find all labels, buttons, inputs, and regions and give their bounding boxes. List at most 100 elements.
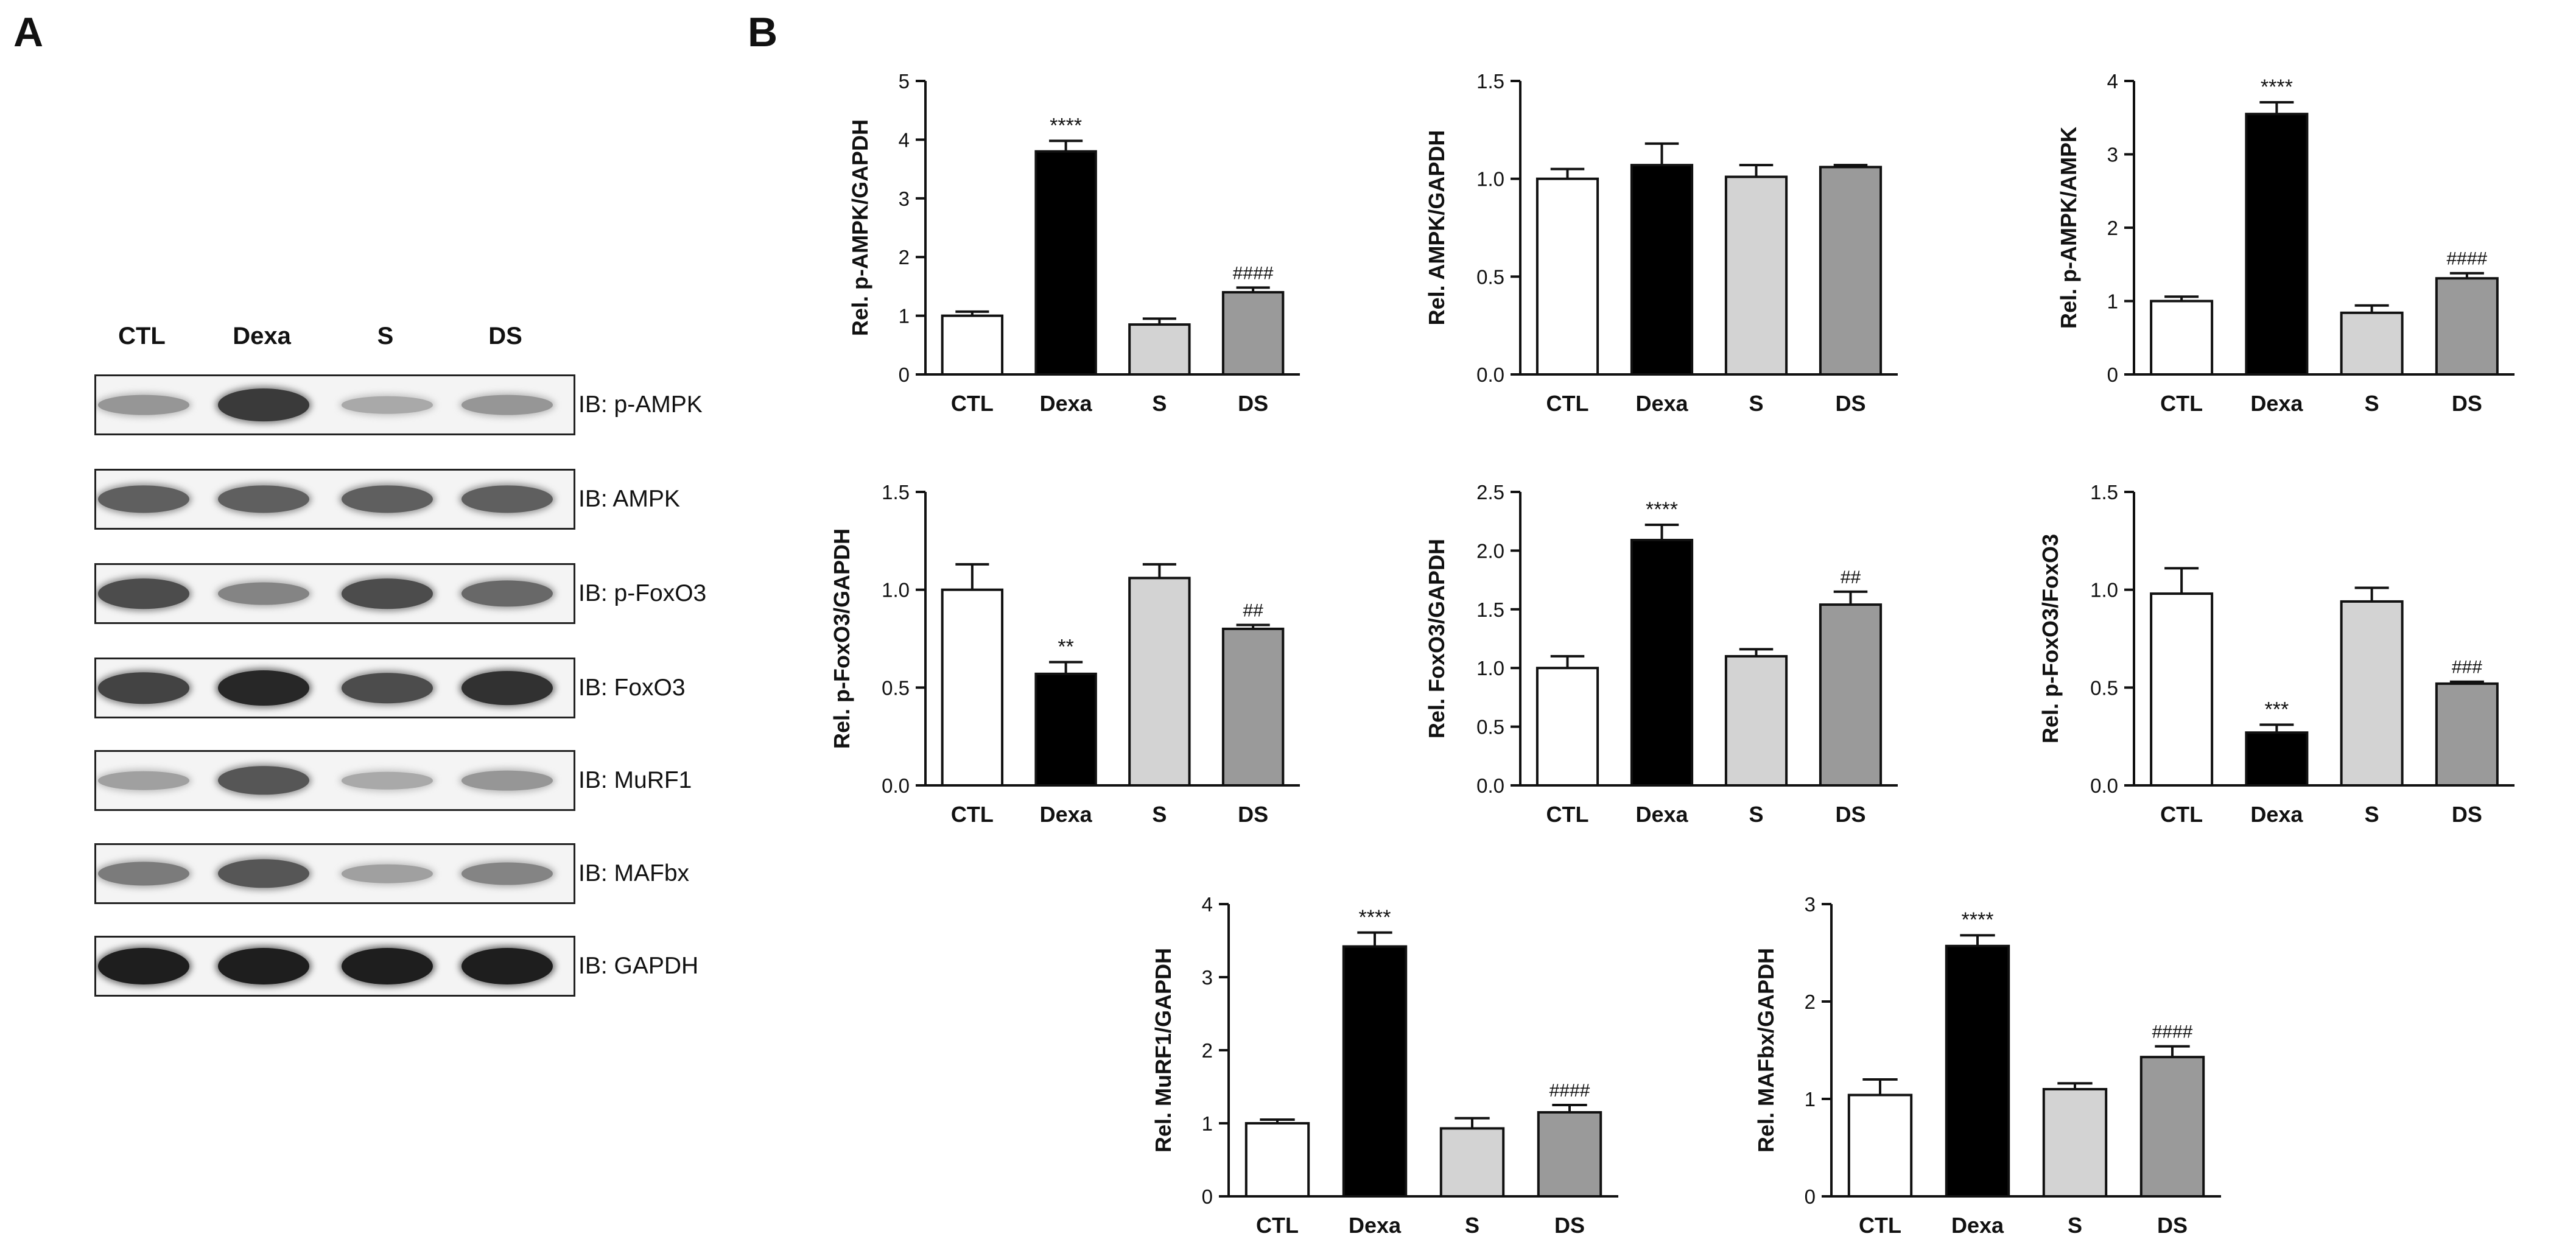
western-blot-panel: CTL Dexa S DS IB: p-AMPK IB: AMPK IB: p-Fo… [0, 0, 761, 1256]
blot-strip [94, 750, 575, 811]
significance-label: #### [2152, 1022, 2193, 1042]
x-tick-label: DS [1554, 1213, 1585, 1238]
bar [1034, 150, 1097, 376]
bar [1724, 175, 1788, 376]
bar [1819, 603, 1883, 787]
blot-band [218, 948, 309, 984]
y-tick-label: 3 [1805, 893, 1816, 916]
y-tick-label: 2 [1805, 991, 1816, 1013]
lane-label-s: S [377, 323, 394, 349]
blot-band [98, 578, 189, 609]
blot-band [342, 864, 433, 883]
y-axis-title: Rel. MAFbx/GAPDH [1753, 948, 1778, 1153]
blot-band [98, 771, 189, 790]
y-axis-title: Rel. p-FoxO3/FoxO3 [2038, 534, 2063, 743]
blot-strip [94, 658, 575, 718]
bar [1535, 667, 1599, 787]
y-tick-label: 1.0 [1476, 168, 1504, 191]
bar [2139, 1056, 2205, 1198]
y-tick-label: 0.0 [882, 774, 910, 797]
x-tick-label: Dexa [1635, 802, 1688, 827]
blot-row-label: IB: p-FoxO3 [578, 580, 707, 606]
x-tick-label: S [1749, 802, 1763, 827]
blot-band [218, 859, 309, 888]
x-tick-label: Dexa [2250, 391, 2303, 416]
y-tick-label: 1 [899, 305, 910, 328]
blot-band [98, 395, 189, 415]
blot-band [342, 485, 433, 513]
bar [1819, 166, 1883, 376]
significance-label: #### [1549, 1081, 1590, 1101]
blot-band [218, 766, 309, 795]
significance-label: #### [1233, 263, 1274, 283]
blot-band [342, 948, 433, 984]
x-tick-label: S [1152, 391, 1167, 416]
blot-strip [94, 563, 575, 624]
y-tick-label: 2.0 [1476, 539, 1504, 562]
blot-band [342, 673, 433, 703]
blot-band [462, 485, 553, 513]
y-tick-label: 0 [2107, 363, 2118, 386]
significance-label: **** [2261, 75, 2293, 99]
x-tick-label: DS [2157, 1213, 2188, 1238]
y-tick-label: 0.0 [2090, 774, 2118, 797]
blot-band [98, 672, 189, 704]
x-tick-label: Dexa [1040, 391, 1093, 416]
bar [1034, 672, 1097, 787]
y-tick-label: 5 [899, 70, 910, 93]
bar [941, 588, 1004, 787]
blot-band [462, 770, 553, 791]
significance-label: **** [1050, 114, 1082, 137]
y-tick-label: 1.5 [2090, 481, 2118, 503]
bar [2042, 1088, 2108, 1198]
bar [1630, 539, 1694, 787]
lane-label-ctl: CTL [118, 323, 166, 349]
blot-row-label: IB: p-AMPK [578, 391, 703, 418]
blot-band [462, 671, 553, 705]
blot-band [462, 580, 553, 607]
x-tick-label: S [2365, 391, 2379, 416]
blot-row-label: IB: AMPK [578, 486, 680, 512]
blot-band [218, 670, 309, 706]
lane-label-ds: DS [488, 323, 522, 349]
x-tick-label: CTL [2160, 802, 2203, 827]
y-tick-label: 1.5 [882, 481, 910, 503]
x-tick-label: DS [1238, 391, 1268, 416]
bar [1724, 654, 1788, 787]
blot-band [462, 395, 553, 415]
y-tick-label: 1.5 [1476, 70, 1504, 93]
y-axis-title: Rel. p-AMPK/GAPDH [848, 119, 872, 336]
bar [1128, 323, 1191, 376]
bar [2245, 113, 2309, 376]
bar [1847, 1093, 1913, 1198]
blot-strip [94, 936, 575, 997]
x-tick-label: S [2365, 802, 2379, 827]
x-tick-label: CTL [1546, 391, 1589, 416]
significance-label: #### [2447, 249, 2488, 269]
bar [2340, 600, 2404, 787]
blot-band [218, 582, 309, 605]
blot-band [342, 578, 433, 609]
y-tick-label: 1 [1805, 1088, 1816, 1110]
y-axis-title: Rel. FoxO3/GAPDH [1424, 539, 1449, 739]
x-tick-label: S [2068, 1213, 2082, 1238]
x-tick-label: Dexa [2250, 802, 2303, 827]
y-tick-label: 1 [2107, 290, 2118, 313]
y-tick-label: 4 [899, 128, 910, 151]
blot-band [462, 862, 553, 885]
bar [2435, 682, 2499, 787]
blot-band [218, 485, 309, 513]
x-tick-label: DS [1238, 802, 1268, 827]
x-tick-label: CTL [951, 391, 994, 416]
x-tick-label: S [1465, 1213, 1479, 1238]
y-tick-label: 0 [899, 363, 910, 386]
blot-band [342, 771, 433, 790]
blot-band [98, 485, 189, 513]
significance-label: ## [1841, 567, 1861, 588]
bar [1945, 944, 2010, 1198]
bar [2435, 277, 2499, 376]
y-tick-label: 1.0 [882, 579, 910, 602]
x-tick-label: CTL [951, 802, 994, 827]
y-axis-title: Rel. AMPK/GAPDH [1424, 130, 1449, 326]
blot-strip [94, 843, 575, 904]
